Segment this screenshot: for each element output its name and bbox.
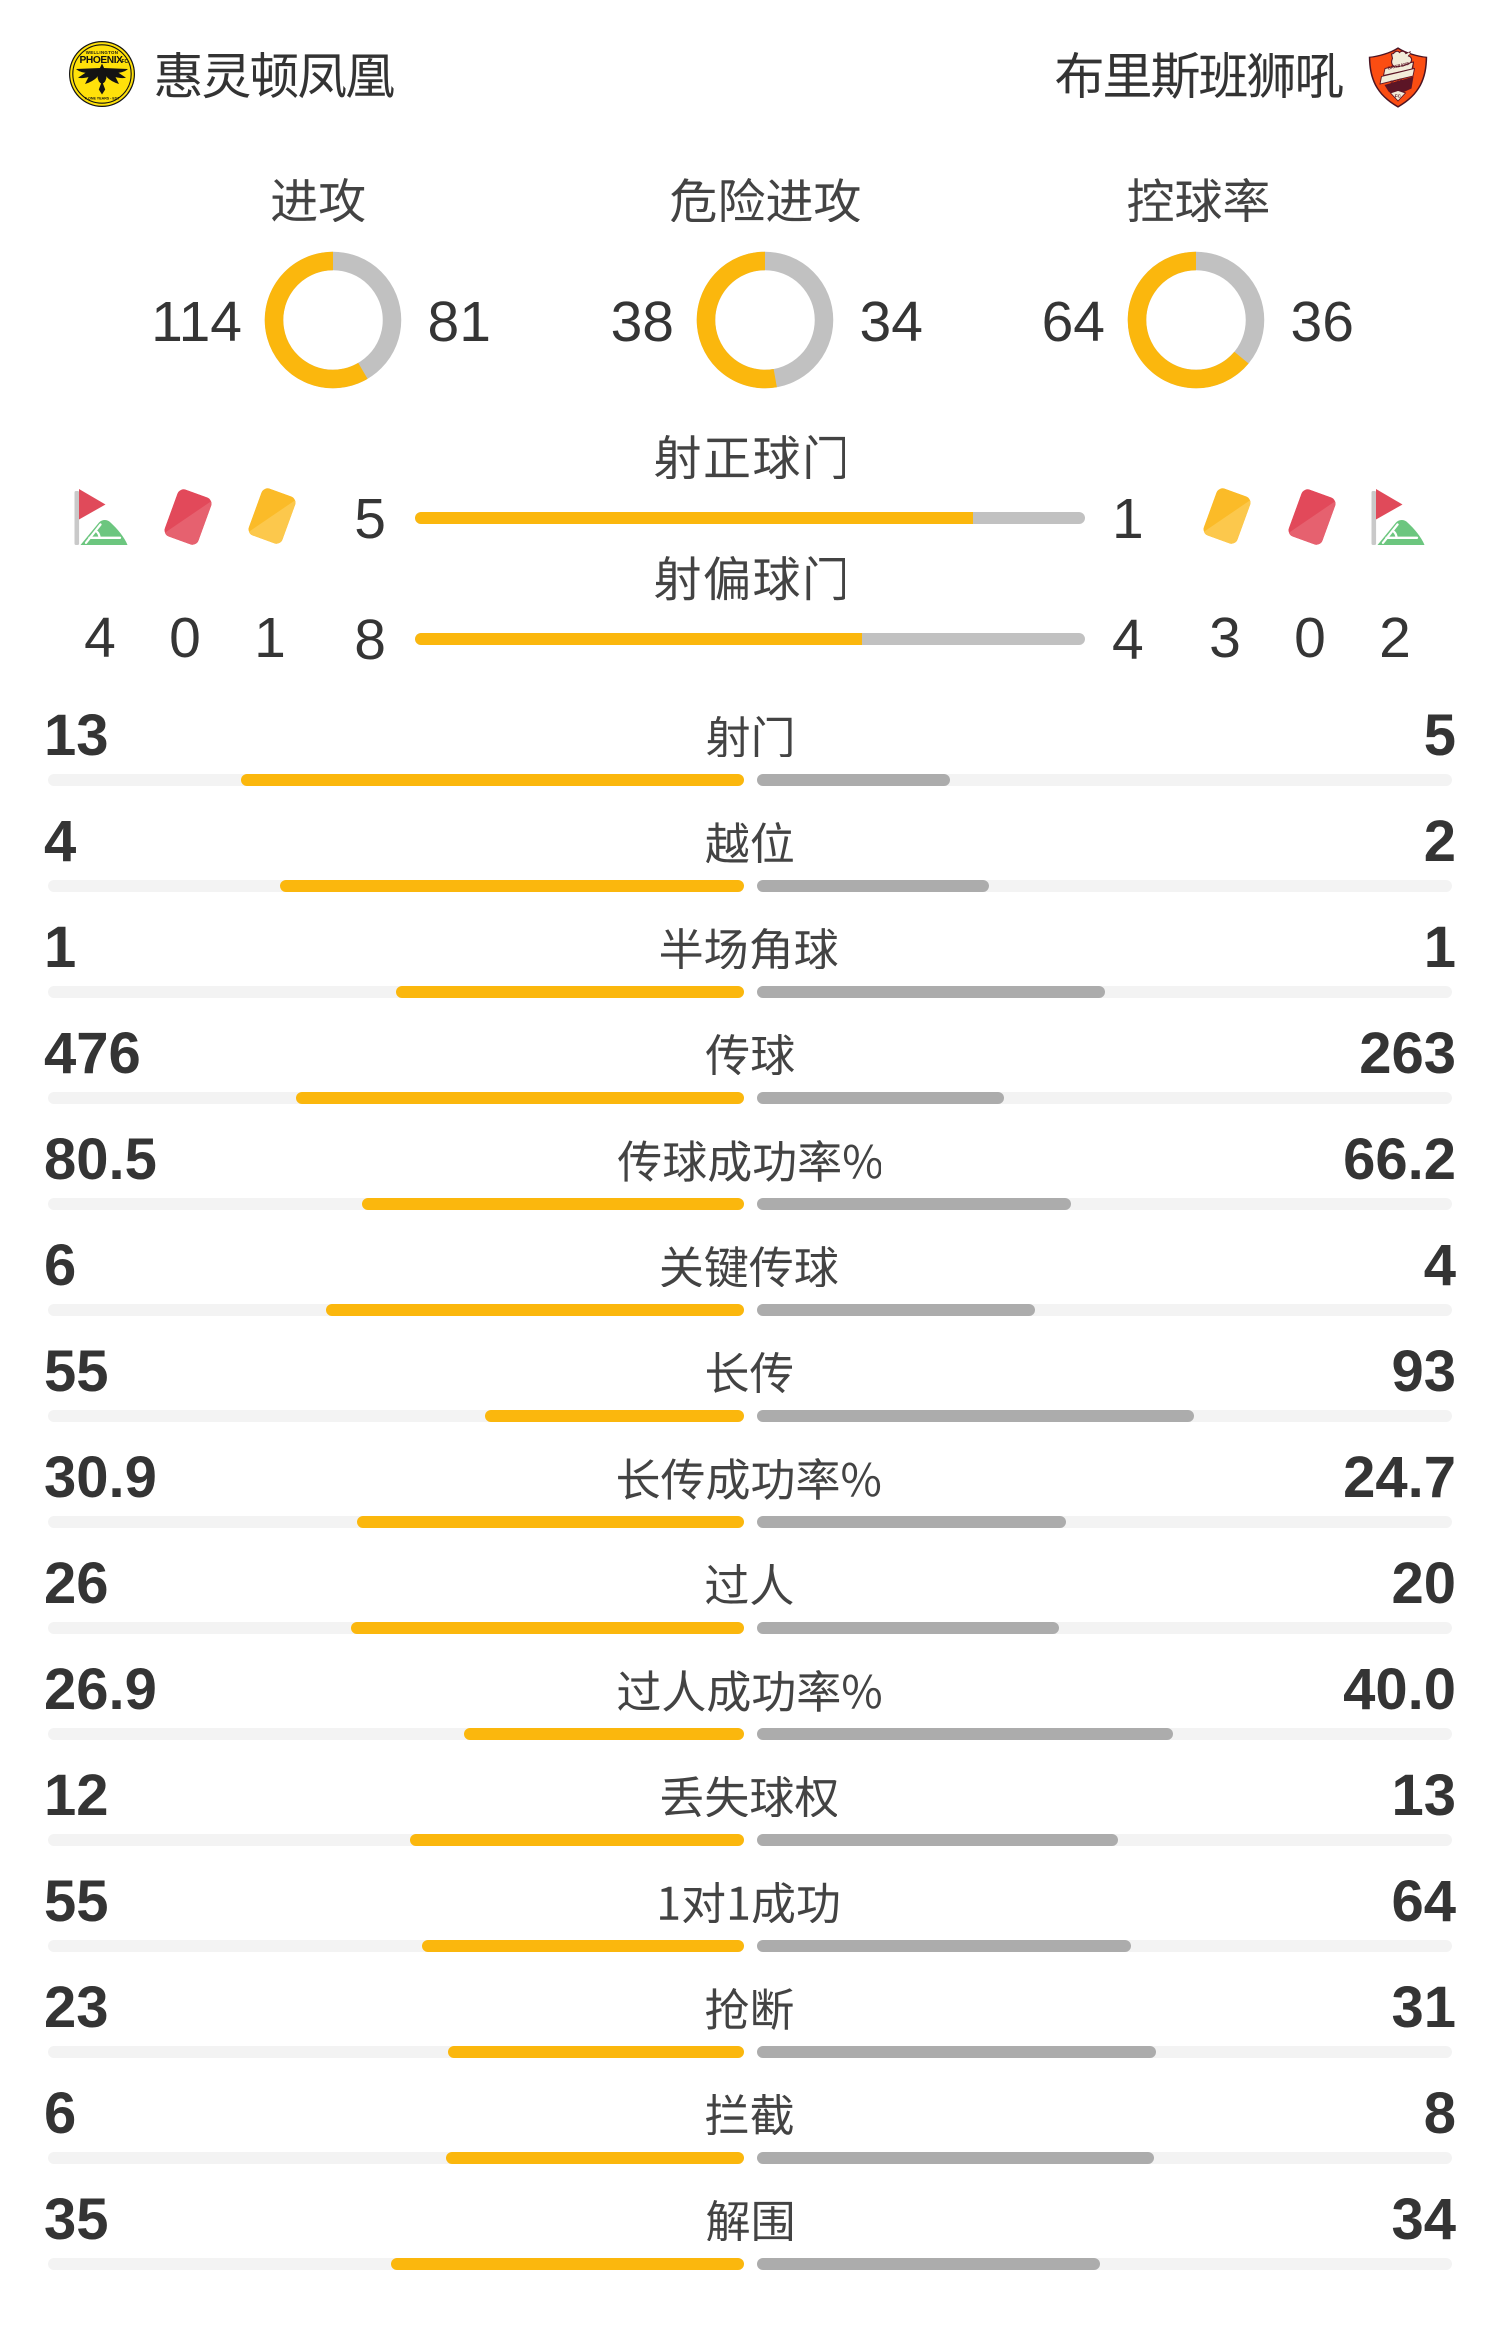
svg-text:FC: FC	[122, 59, 129, 65]
svg-text:A ONE YEARS - EST: A ONE YEARS - EST	[85, 97, 121, 101]
svg-text:PHOENIX: PHOENIX	[79, 55, 123, 66]
svg-text:WELLINGTON: WELLINGTON	[86, 50, 118, 55]
svg-text:BRISBANE: BRISBANE	[1387, 61, 1410, 71]
svg-text:FC: FC	[1395, 94, 1402, 100]
svg-text:ROAR: ROAR	[1390, 77, 1403, 85]
